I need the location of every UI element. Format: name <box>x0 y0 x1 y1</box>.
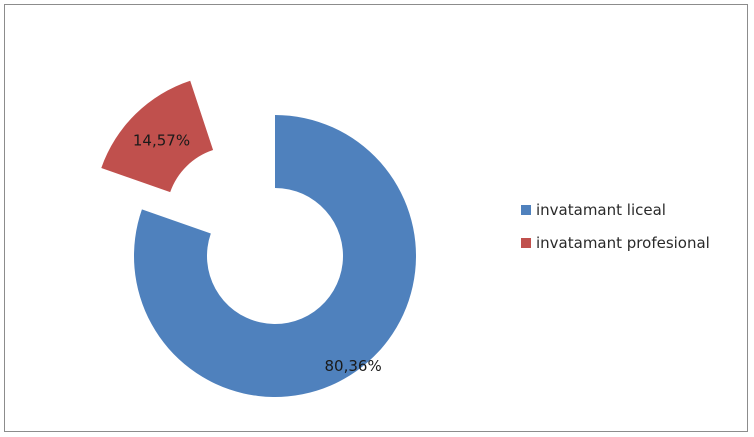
legend-item-liceal: invatamant liceal <box>521 200 710 220</box>
legend-label-liceal: invatamant liceal <box>536 201 666 219</box>
legend-swatch-liceal <box>521 205 531 215</box>
slice-profesional <box>101 80 214 193</box>
legend-label-profesional: invatamant profesional <box>536 234 710 252</box>
data-label-profesional: 14,57% <box>133 131 190 149</box>
legend-item-profesional: invatamant profesional <box>521 233 710 253</box>
legend: invatamant liceal invatamant profesional <box>521 200 710 266</box>
slice-liceal <box>134 115 417 397</box>
data-label-liceal: 80,36% <box>325 357 382 375</box>
legend-swatch-profesional <box>521 238 531 248</box>
